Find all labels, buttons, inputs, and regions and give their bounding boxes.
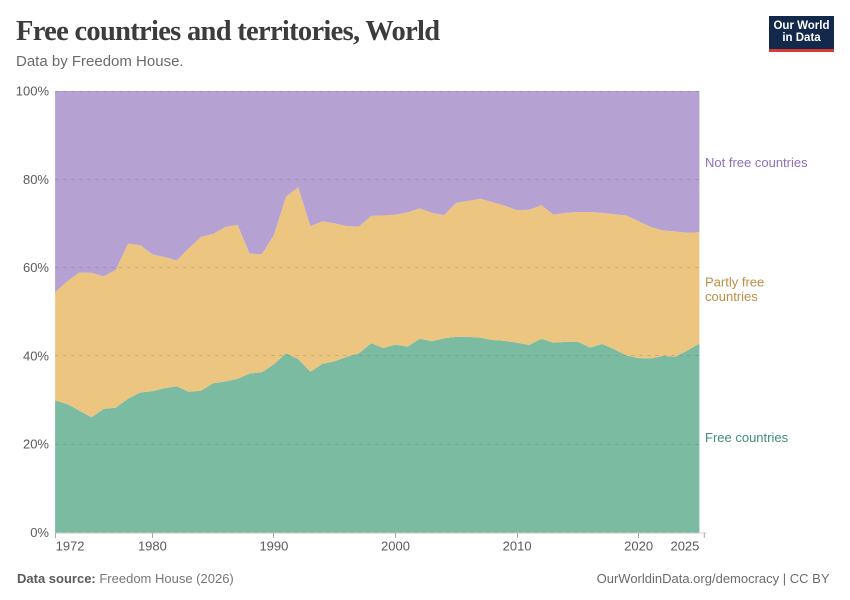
svg-text:60%: 60% [23, 260, 49, 275]
svg-text:1972: 1972 [56, 539, 85, 554]
svg-text:countries: countries [705, 289, 758, 304]
svg-text:2010: 2010 [503, 539, 532, 554]
svg-text:20%: 20% [23, 437, 49, 452]
svg-text:0%: 0% [30, 525, 49, 540]
svg-text:80%: 80% [23, 172, 49, 187]
svg-text:Free countries: Free countries [705, 430, 789, 445]
svg-text:2020: 2020 [624, 539, 653, 554]
svg-text:2025: 2025 [670, 539, 699, 554]
svg-text:2000: 2000 [381, 539, 410, 554]
svg-text:100%: 100% [16, 84, 50, 99]
svg-text:Not free countries: Not free countries [705, 155, 808, 170]
svg-text:40%: 40% [23, 348, 49, 363]
svg-text:1980: 1980 [138, 539, 167, 554]
svg-text:Partly free: Partly free [705, 275, 764, 290]
svg-text:1990: 1990 [259, 539, 288, 554]
